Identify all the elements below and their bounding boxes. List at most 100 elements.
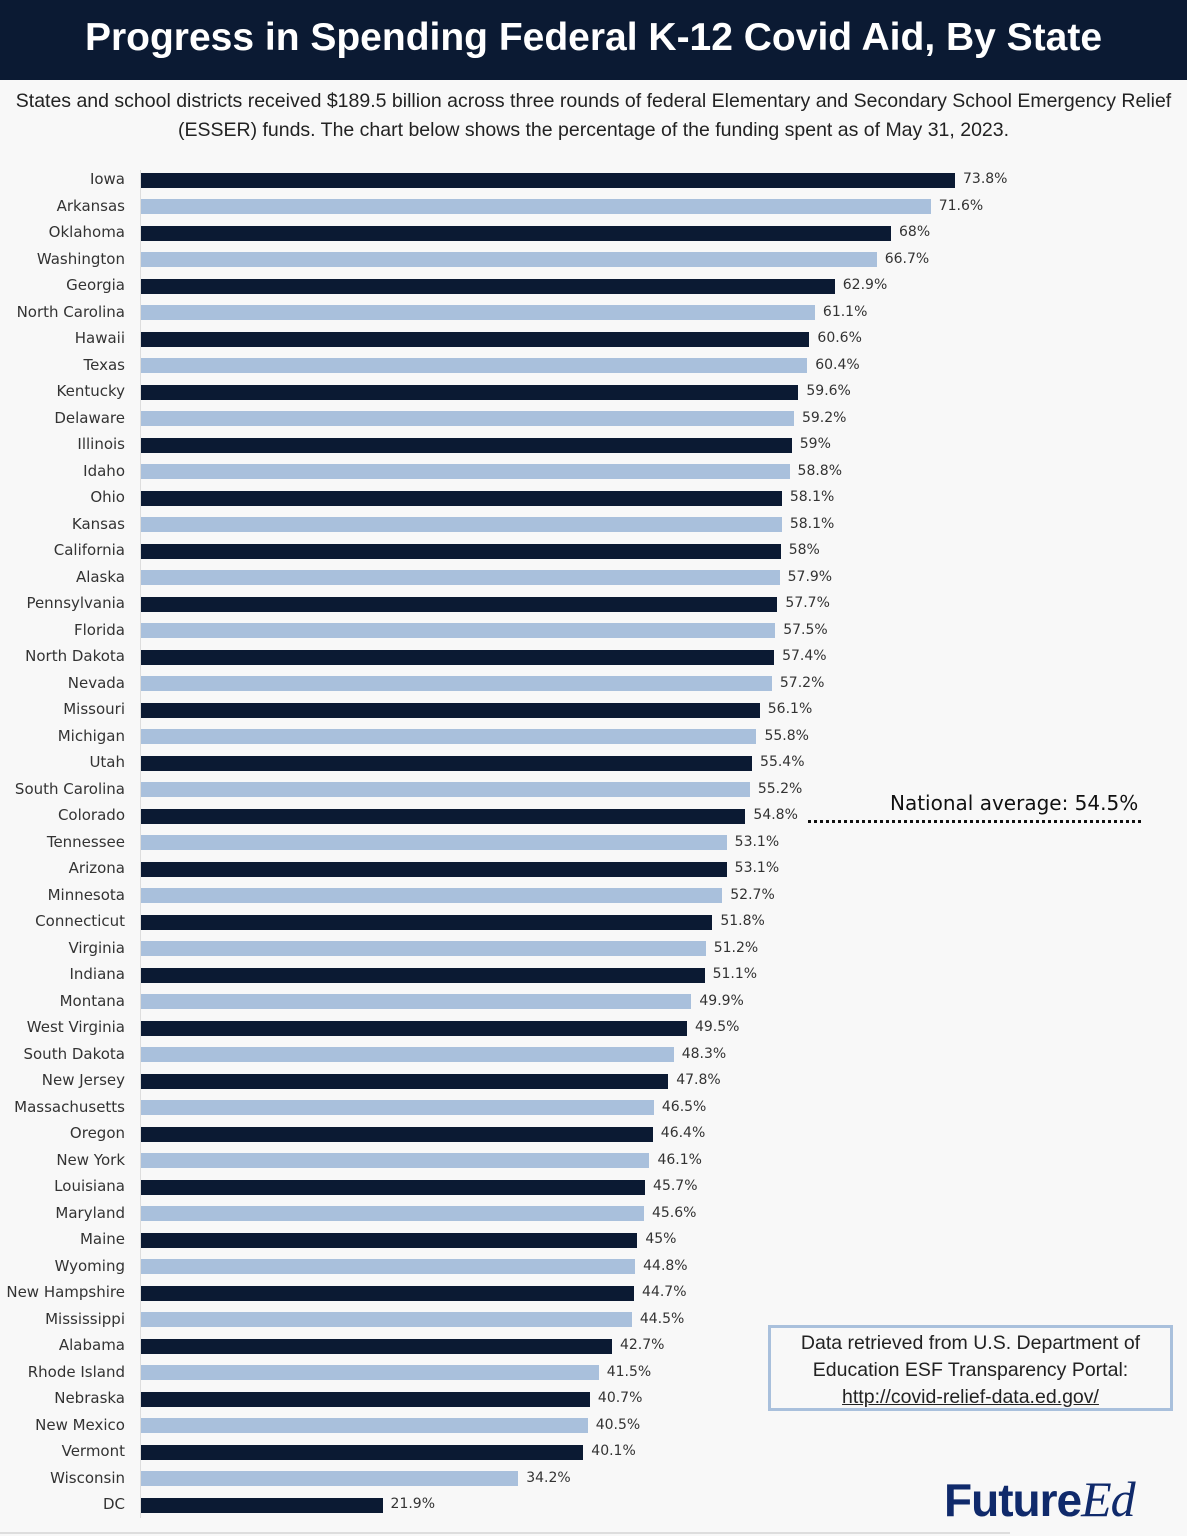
category-label: Montana (59, 991, 125, 1010)
bar (141, 676, 772, 691)
national-average-label: National average: 54.5% (890, 791, 1139, 815)
bar (141, 172, 955, 188)
category-label: Connecticut (35, 912, 125, 930)
value-label: 58.1% (789, 489, 835, 505)
category-label: Idaho (83, 461, 125, 480)
value-label: 40.5% (595, 1416, 641, 1433)
value-label: 46.4% (660, 1125, 706, 1141)
category-label: Maryland (55, 1203, 125, 1222)
category-label: Utah (89, 753, 125, 771)
category-label: Rhode Island (27, 1362, 125, 1381)
category-label: Alabama (58, 1336, 125, 1354)
value-label: 54.8% (753, 807, 798, 823)
bar (141, 702, 760, 718)
bar (141, 596, 778, 612)
chart-subtitle: States and school districts received $18… (15, 90, 1172, 141)
category-label: Indiana (69, 965, 125, 983)
chart-title: Progress in Spending Federal K-12 Covid … (84, 16, 1103, 59)
value-label: 66.7% (884, 250, 930, 267)
header-banner: Progress in Spending Federal K-12 Covid … (0, 0, 1187, 80)
bar (141, 1418, 588, 1433)
value-label: 44.8% (643, 1257, 688, 1274)
category-label: Washington (36, 249, 125, 268)
value-label: 59.6% (806, 383, 851, 399)
value-label: 55.2% (757, 780, 803, 797)
value-label: 42.7% (619, 1337, 665, 1353)
category-label: Nevada (67, 673, 125, 692)
bar (141, 199, 931, 214)
value-label: 60.4% (815, 356, 860, 373)
category-label: New Hampshire (6, 1283, 125, 1301)
futureed-logo: FutureEd (944, 1470, 1136, 1528)
bar (141, 649, 775, 665)
bar (141, 967, 705, 983)
bar (141, 623, 776, 638)
national-average-line (808, 820, 1141, 823)
category-label: New Mexico (35, 1415, 125, 1434)
value-label: 58.8% (797, 462, 843, 479)
value-label: 71.6% (938, 197, 984, 214)
value-label: 57.5% (783, 621, 828, 638)
category-label: Georgia (66, 276, 125, 294)
category-label: South Dakota (23, 1044, 125, 1063)
category-label: Louisiana (54, 1177, 125, 1195)
value-label: 45.7% (653, 1178, 698, 1194)
bar (141, 1206, 644, 1221)
category-label: Delaware (54, 408, 125, 427)
category-label: Tennessee (46, 832, 125, 851)
value-label: 40.1% (591, 1443, 636, 1459)
value-label: 59% (799, 436, 831, 452)
value-label: 46.1% (657, 1151, 702, 1168)
category-label: South Carolina (14, 779, 125, 798)
value-label: 61.1% (822, 303, 868, 320)
category-label: Massachusetts (14, 1097, 125, 1116)
value-label: 49.5% (694, 1019, 740, 1035)
category-label: Ohio (90, 488, 125, 506)
category-label: Mississippi (45, 1309, 125, 1328)
category-label: DC (102, 1495, 125, 1513)
value-label: 48.3% (681, 1045, 727, 1062)
value-label: 58% (788, 542, 820, 558)
category-label: Arizona (68, 859, 125, 877)
value-label: 60.6% (817, 330, 862, 346)
bar (141, 305, 815, 320)
value-label: 57.9% (787, 568, 833, 585)
bar (141, 1020, 687, 1036)
bar (141, 278, 835, 294)
value-label: 55.8% (764, 727, 809, 744)
bar (141, 570, 780, 585)
category-label: Michigan (57, 726, 125, 745)
divider (0, 1532, 1010, 1534)
source-link[interactable]: http://covid-relief-data.ed.gov/ (842, 1386, 1099, 1408)
value-label: 44.5% (639, 1310, 685, 1327)
value-label: 41.5% (606, 1363, 652, 1380)
value-label: 46.5% (661, 1098, 707, 1115)
category-label: Wyoming (54, 1256, 125, 1275)
bar (141, 1047, 674, 1062)
bar (141, 543, 781, 559)
category-label: New York (56, 1150, 125, 1169)
bar (141, 1153, 650, 1168)
category-label: Illinois (77, 435, 125, 453)
bar (141, 994, 692, 1009)
category-label: Oregon (69, 1124, 125, 1142)
value-label: 59.2% (801, 409, 847, 426)
value-label: 51.2% (713, 939, 759, 956)
category-label: Florida (73, 620, 125, 639)
category-label: Maine (79, 1230, 125, 1248)
bar (141, 252, 877, 267)
bar (141, 331, 810, 347)
category-label: Oklahoma (48, 223, 125, 241)
value-label: 51.8% (720, 913, 765, 929)
value-label: 56.1% (767, 701, 813, 717)
value-label: 53.1% (734, 860, 780, 876)
bar (141, 411, 794, 426)
bar (141, 1073, 669, 1089)
category-label: Iowa (89, 170, 125, 188)
bar (141, 835, 727, 850)
value-label: 45% (645, 1231, 677, 1247)
source-line-2: Education ESF Transparency Portal: (812, 1359, 1129, 1381)
category-label: Virginia (68, 938, 125, 957)
value-label: 40.7% (597, 1390, 643, 1406)
bar (141, 755, 753, 771)
